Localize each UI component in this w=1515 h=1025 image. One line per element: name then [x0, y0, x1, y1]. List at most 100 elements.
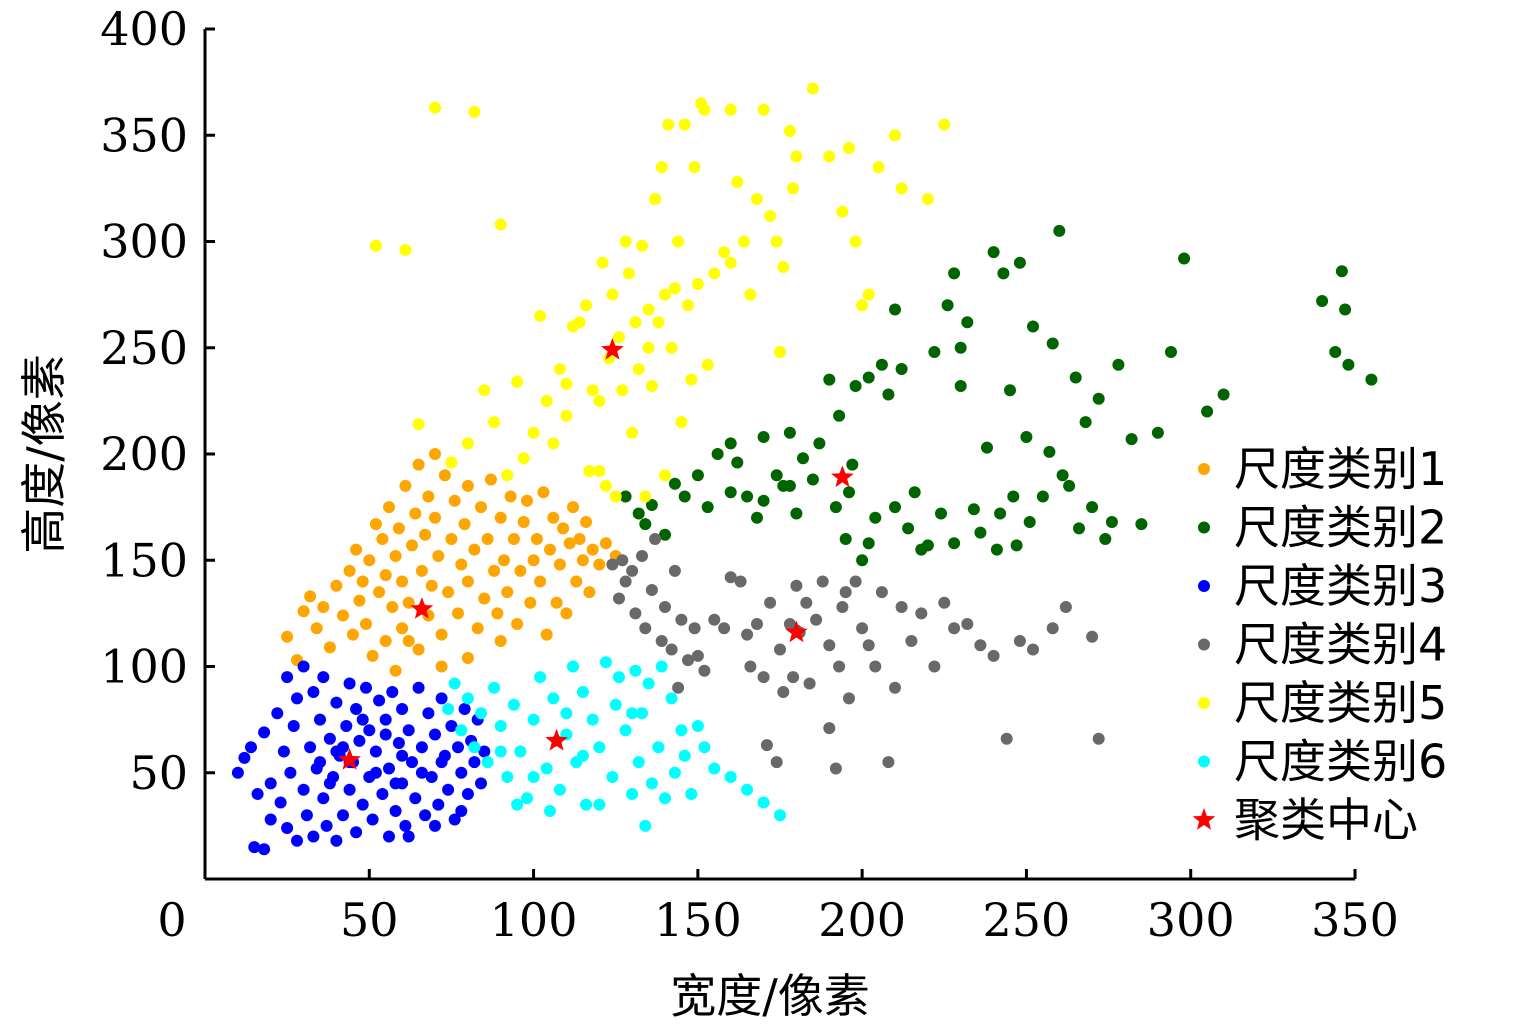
data-point	[889, 501, 901, 514]
data-point	[314, 713, 326, 726]
data-point	[869, 660, 882, 673]
data-point	[576, 749, 589, 762]
y-tick-label: 400	[100, 2, 188, 56]
data-point	[517, 452, 530, 465]
data-point	[889, 681, 901, 694]
data-point	[833, 660, 846, 673]
data-point	[1027, 320, 1039, 333]
data-point	[402, 830, 415, 843]
data-point	[843, 142, 855, 154]
data-point	[757, 494, 770, 507]
data-point	[619, 724, 632, 737]
data-point	[521, 792, 533, 805]
data-point	[429, 101, 441, 114]
y-tick-label: 100	[100, 640, 188, 694]
data-point	[383, 501, 395, 514]
legend-item: 尺度类别5	[1198, 676, 1447, 730]
data-point	[675, 724, 688, 737]
data-point	[895, 363, 908, 375]
data-point	[1135, 518, 1148, 531]
data-point	[343, 783, 356, 796]
data-point	[751, 618, 763, 630]
data-point	[291, 834, 303, 847]
data-point	[685, 788, 698, 800]
data-point	[619, 490, 632, 503]
data-point	[580, 299, 593, 312]
data-point	[1010, 539, 1023, 552]
data-point	[856, 554, 869, 567]
data-point	[323, 777, 336, 790]
data-point	[501, 586, 514, 599]
data-point	[889, 129, 901, 142]
x-tick-label: 150	[654, 893, 742, 947]
data-point	[688, 161, 701, 174]
data-point	[386, 601, 399, 613]
data-point	[823, 150, 836, 163]
data-point	[961, 618, 974, 630]
data-point	[274, 796, 287, 809]
data-point	[389, 805, 402, 817]
data-point	[498, 554, 510, 567]
data-point	[613, 331, 625, 344]
data-point	[373, 694, 386, 707]
data-point	[833, 409, 846, 422]
data-point	[724, 771, 737, 783]
data-point	[659, 601, 671, 613]
data-point	[389, 550, 402, 562]
data-point	[314, 756, 326, 769]
data-point	[317, 671, 330, 684]
data-point	[435, 628, 448, 641]
data-point	[665, 692, 678, 705]
data-point	[343, 564, 356, 577]
data-point	[406, 756, 418, 769]
data-point	[1056, 469, 1069, 482]
data-point	[724, 256, 737, 269]
data-point	[678, 118, 691, 131]
data-point	[777, 686, 790, 698]
data-point	[281, 822, 294, 834]
data-point	[297, 605, 310, 618]
data-point	[307, 830, 320, 843]
data-point	[652, 741, 665, 754]
data-point	[540, 394, 553, 407]
data-point	[475, 777, 487, 790]
data-point	[751, 193, 763, 205]
data-point	[849, 575, 862, 588]
data-point	[337, 741, 349, 754]
data-point	[517, 516, 530, 528]
data-point	[908, 486, 921, 499]
data-point	[682, 299, 694, 312]
data-point	[948, 537, 961, 550]
data-point	[869, 511, 882, 524]
data-point	[356, 798, 369, 811]
data-point	[698, 741, 711, 754]
data-point	[724, 486, 737, 499]
legend-label: 聚类中心	[1234, 793, 1418, 847]
data-point	[1043, 445, 1056, 458]
data-point	[806, 473, 819, 486]
cluster-center-star	[785, 620, 808, 643]
data-point	[708, 613, 721, 626]
data-point	[379, 713, 392, 726]
data-point	[346, 628, 359, 641]
data-point	[941, 299, 954, 312]
data-point	[576, 686, 589, 698]
data-point	[304, 590, 317, 603]
data-point	[616, 384, 629, 397]
data-point	[626, 564, 639, 577]
data-point	[419, 528, 432, 541]
data-point	[455, 724, 468, 737]
data-point	[330, 834, 343, 847]
data-point	[829, 501, 842, 514]
data-point	[636, 550, 648, 562]
data-point	[836, 601, 849, 613]
data-point	[396, 749, 409, 762]
data-point	[665, 643, 678, 656]
data-point	[599, 656, 612, 669]
data-point	[593, 465, 606, 477]
data-point	[593, 394, 606, 407]
data-point	[586, 713, 599, 726]
data-point	[741, 490, 754, 503]
data-point	[639, 622, 652, 635]
